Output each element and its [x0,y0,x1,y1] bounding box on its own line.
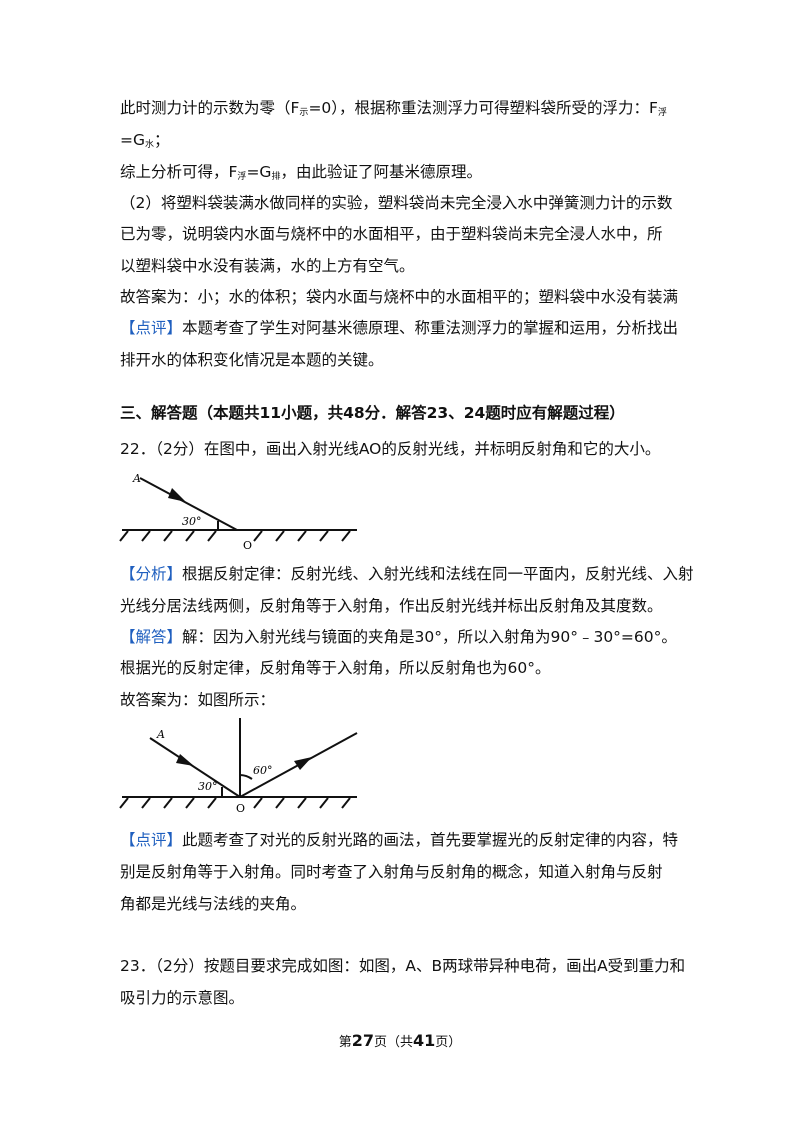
text: 别是反射角等于入射角。同时考查了入射角与反射角的概念，知道入射角与反射 [120,863,663,881]
text-line: 【解答】解：因为入射光线与镜面的夹角是30°，所以入射角为90°﹣30°=60°… [120,627,677,647]
text: 解：因为入射光线与镜面的夹角是30°，所以入射角为90°﹣30°=60°。 [182,628,677,646]
text-line: 已为零，说明袋内水面与烧杯中的水面相平，由于塑料袋尚未完全浸人水中，所 [120,224,663,244]
text: 页） [435,1035,462,1050]
label-angle-2: 60° [253,764,273,777]
label-a: A [132,472,141,485]
bold-text: 27 [351,1031,374,1050]
text-line: 根据光的反射定律，反射角等于入射角，所以反射角也为60°。 [120,658,550,678]
text: =G [246,163,272,181]
text-line: 三、解答题（本题共11小题，共48分．解答23、24题时应有解题过程） [120,403,625,423]
text: 页（共 [373,1035,413,1050]
text: 根据光的反射定律，反射角等于入射角，所以反射角也为60°。 [120,659,551,677]
incident-ray [149,737,241,798]
text-line: 综上分析可得，F浮=G排，由此验证了阿基米德原理。 [120,162,482,187]
text: ，由此验证了阿基米德原理。 [280,163,482,181]
tag: 【点评】 [120,319,183,337]
tag: 【点评】 [120,831,183,849]
text: 综上分析可得，F [120,163,238,181]
subscript: 排 [271,172,281,182]
hatch [119,530,351,542]
bold-text: 三、解答题（本题共11小题，共48分．解答23、24题时应有解题过程） [120,404,625,422]
text: =0），根据称重法测浮力可得塑料袋所受的浮力：F [308,99,658,117]
text: ； [154,131,170,149]
text: =G [120,131,145,149]
text-line: 23．（2分）按题目要求完成如图：如图，A、B两球带异种电荷，画出A受到重力和 [120,956,685,976]
figure-1: A 30° O [119,472,357,552]
text: 第 [338,1035,352,1050]
text-line: 此时测力计的示数为零（F示=0），根据称重法测浮力可得塑料袋所受的浮力：F浮 [120,98,667,123]
text: 已为零，说明袋内水面与烧杯中的水面相平，由于塑料袋尚未完全浸人水中，所 [120,225,663,243]
subscript: 浮 [657,108,667,118]
text-line: 【分析】根据反射定律：反射光线、入射光线和法线在同一平面内，反射光线、入射 [120,564,694,584]
label-o: O [236,802,245,815]
text-line: 角都是光线与法线的夹角。 [120,894,306,914]
bold-text: 41 [413,1031,436,1050]
text-line: 排开水的体积变化情况是本题的关键。 [120,350,384,370]
text-line: 光线分居法线两侧，反射角等于入射角，作出反射光线并标出反射角及其度数。 [120,596,663,616]
text-line: 22．（2分）在图中，画出入射光线AO的反射光线，并标明反射角和它的大小。 [120,439,660,459]
text: 吸引力的示意图。 [120,989,245,1007]
text: 此题考查了对光的反射光路的画法，首先要掌握光的反射定律的内容，特 [182,831,679,849]
text: 排开水的体积变化情况是本题的关键。 [120,351,384,369]
text: 根据反射定律：反射光线、入射光线和法线在同一平面内，反射光线、入射 [182,565,694,583]
arrow [176,754,194,766]
text: 23．（2分）按题目要求完成如图：如图，A、B两球带异种电荷，画出A受到重力和 [120,957,686,975]
text-line: 【点评】本题考查了学生对阿基米德原理、称重法测浮力的掌握和运用，分析找出 [120,318,678,338]
text-line: 故答案为：如图所示： [120,690,275,710]
text-line: 【点评】此题考查了对光的反射光路的画法，首先要掌握光的反射定律的内容，特 [120,830,678,850]
text: 故答案为：如图所示： [120,691,276,709]
text: 此时测力计的示数为零（F [120,99,300,117]
arrow [168,488,186,502]
subscript: 水 [145,140,155,150]
text-line: =G水； [120,130,170,155]
text-line: 别是反射角等于入射角。同时考查了入射角与反射角的概念，知道入射角与反射 [120,862,663,882]
text: 故答案为：小；水的体积；袋内水面与烧杯中的水面相平的；塑料袋中水没有装满 [120,288,679,306]
text-line: 故答案为：小；水的体积；袋内水面与烧杯中的水面相平的；塑料袋中水没有装满 [120,287,678,307]
figure-2: A 30° 60° O [119,718,358,815]
subscript: 示 [299,108,309,118]
hatch [119,797,351,809]
text: 以塑料袋中水没有装满，水的上方有空气。 [120,257,415,275]
text-line: 以塑料袋中水没有装满，水的上方有空气。 [120,256,415,276]
text: 角都是光线与法线的夹角。 [120,895,307,913]
label-o: O [243,539,252,552]
angle-mark [221,774,253,797]
text: 本题考查了学生对阿基米德原理、称重法测浮力的掌握和运用，分析找出 [182,319,679,337]
footer: 第27页（共41页） [0,1031,800,1050]
text: 光线分居法线两侧，反射角等于入射角，作出反射光线并标出反射角及其度数。 [120,597,663,615]
tag: 【解答】 [120,628,183,646]
text-line: （2）将塑料袋装满水做同样的实验，塑料袋尚未完全浸入水中弹簧测力计的示数 [120,193,672,213]
incident-ray [139,477,238,531]
label-angle-1: 30° [198,780,218,793]
label-a: A [156,728,165,741]
subscript: 浮 [237,172,247,182]
tag: 【分析】 [120,565,183,583]
text: （2）将塑料袋装满水做同样的实验，塑料袋尚未完全浸入水中弹簧测力计的示数 [120,194,673,212]
label-angle: 30° [182,515,202,528]
arrow [294,757,312,770]
text-line: 吸引力的示意图。 [120,988,244,1008]
text: 22．（2分）在图中，画出入射光线AO的反射光线，并标明反射角和它的大小。 [120,440,661,458]
